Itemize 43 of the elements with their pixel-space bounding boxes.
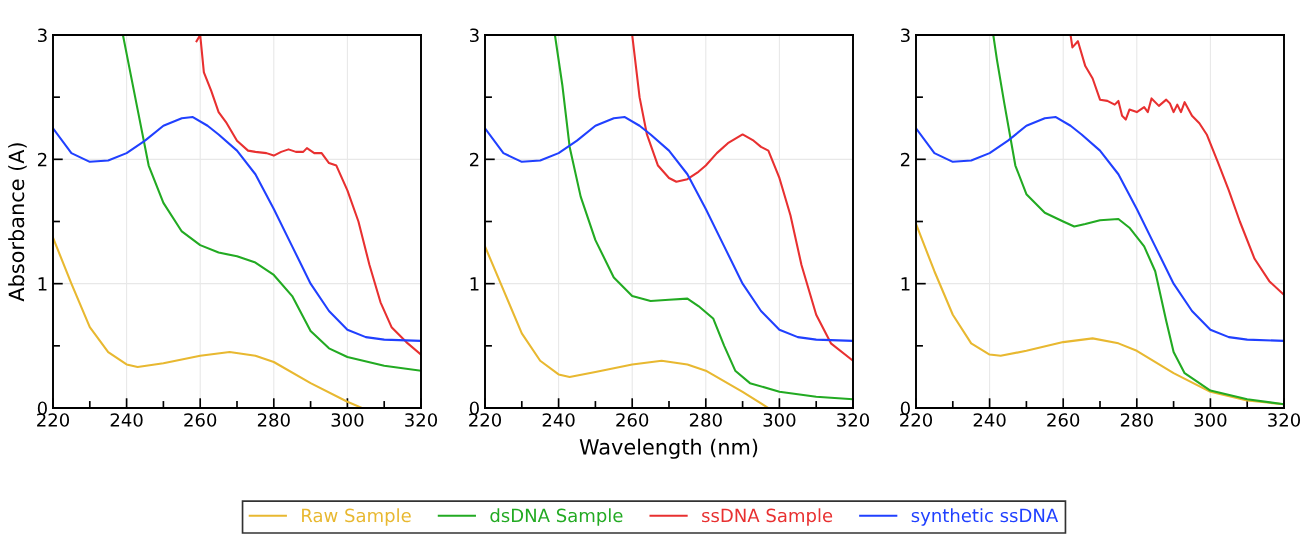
legend-label: dsDNA Sample	[490, 508, 623, 526]
line-series	[631, 35, 853, 362]
x-tick-label: 240	[973, 413, 1006, 427]
y-tick-label: 3	[38, 28, 47, 43]
x-tick-label: 300	[331, 413, 364, 427]
y-tick-label: 1	[901, 277, 910, 291]
x-tick-label: 220	[469, 413, 502, 427]
line-series	[1069, 35, 1284, 296]
x-tick-label: 260	[1047, 413, 1080, 427]
x-tick-label: 280	[1120, 413, 1153, 427]
y-tick-label: 3	[470, 28, 479, 43]
line-series	[53, 116, 421, 342]
x-tick-label: 220	[900, 413, 933, 427]
y-tick-label: 1	[38, 277, 47, 291]
x-tick-label: 280	[257, 413, 290, 427]
line-series	[195, 35, 421, 356]
x-tick-label: 260	[616, 413, 649, 427]
line-series	[53, 236, 364, 408]
x-tick-label: 240	[110, 413, 143, 427]
line-series	[485, 245, 770, 408]
x-tick-label: 320	[837, 413, 870, 427]
legend-label: synthetic ssDNA	[911, 508, 1059, 526]
legend-label: ssDNA Sample	[702, 508, 833, 526]
legend-label: Raw Sample	[302, 508, 411, 526]
y-tick-label: 2	[37, 152, 47, 167]
x-tick-label: 240	[542, 413, 575, 427]
line-series	[916, 116, 1284, 342]
x-tick-label: 320	[1268, 413, 1301, 427]
y-tick-label: 2	[469, 152, 479, 167]
line-series	[485, 116, 853, 342]
y-tick-label: 2	[900, 152, 910, 167]
y-tick-label: 3	[901, 28, 910, 43]
x-tick-label: 300	[763, 413, 796, 427]
line-series	[553, 35, 853, 401]
x-tick-label: 220	[37, 413, 70, 427]
line-series	[121, 35, 421, 372]
x-tick-label: 280	[689, 413, 722, 427]
x-tick-label: 260	[184, 413, 217, 427]
y-tick-label: 1	[470, 277, 479, 291]
x-tick-label: 320	[405, 413, 438, 427]
x-tick-label: 300	[1194, 413, 1227, 427]
x-axis-title: Wavelength (nm)	[579, 438, 758, 459]
y-axis-title: Absorbance (A)	[8, 143, 27, 302]
